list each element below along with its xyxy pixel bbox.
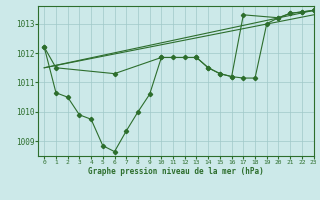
X-axis label: Graphe pression niveau de la mer (hPa): Graphe pression niveau de la mer (hPa) xyxy=(88,167,264,176)
